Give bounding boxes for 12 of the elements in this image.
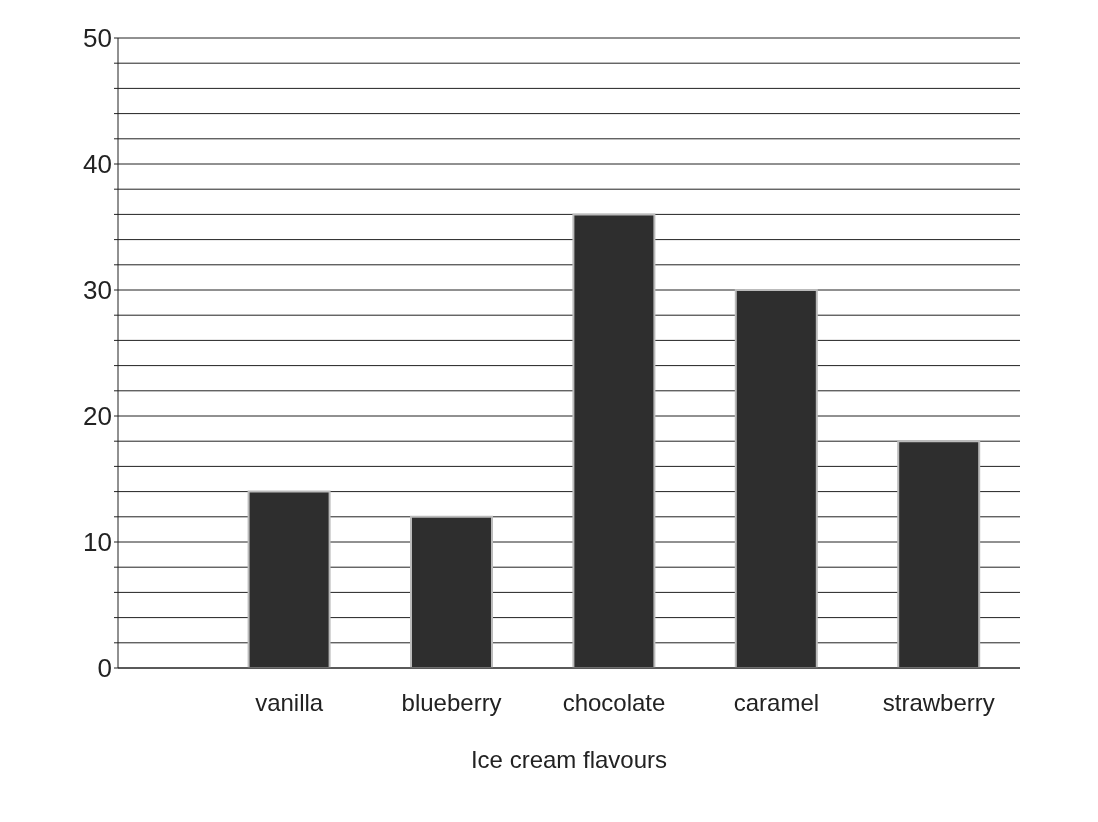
x-axis-title: Ice cream flavours [470,746,668,773]
x-tick-label: vanilla [255,689,324,717]
y-tick-label: 10 [83,527,112,558]
x-tick-label: chocolate [562,689,666,717]
x-tick-label: strawberry [882,689,995,717]
x-tick-label: caramel [733,689,820,717]
y-tick-label: 30 [83,275,112,306]
x-tick-label: blueberry [401,689,502,717]
y-tick-label: 0 [97,653,112,684]
y-tick-label: 20 [83,401,112,432]
y-tick-label: 50 [83,23,112,54]
y-tick-label: 40 [83,149,112,180]
